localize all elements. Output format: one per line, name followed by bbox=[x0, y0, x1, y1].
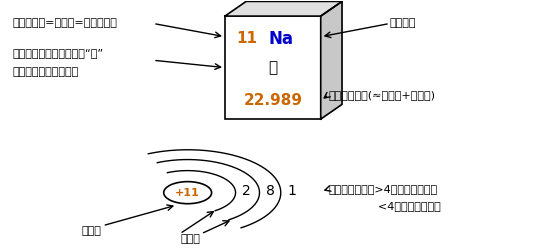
Text: <4，容易使电子）: <4，容易使电子） bbox=[328, 201, 440, 211]
Text: 相对原子质量(≈质子数+中子数): 相对原子质量(≈质子数+中子数) bbox=[328, 90, 435, 100]
Text: 8: 8 bbox=[266, 185, 275, 198]
Polygon shape bbox=[320, 1, 342, 119]
Text: 质子数: 质子数 bbox=[82, 226, 102, 236]
Text: 元素符号: 元素符号 bbox=[390, 18, 416, 29]
Text: 22.989: 22.989 bbox=[243, 93, 302, 108]
Circle shape bbox=[164, 182, 212, 204]
Text: 1: 1 bbox=[287, 185, 296, 198]
Text: +11: +11 bbox=[175, 188, 200, 198]
Text: 元素名称（根据偏旁部首“鉤”: 元素名称（根据偏旁部首“鉤” bbox=[12, 48, 103, 58]
Polygon shape bbox=[225, 1, 342, 16]
FancyBboxPatch shape bbox=[225, 16, 320, 119]
Text: 11: 11 bbox=[236, 31, 258, 46]
Text: 2: 2 bbox=[242, 185, 251, 198]
Text: 可判断其为金属元素）: 可判断其为金属元素） bbox=[12, 67, 78, 78]
Text: Na: Na bbox=[269, 30, 294, 48]
Text: 核电荷数（=质子数=核电荷数）: 核电荷数（=质子数=核电荷数） bbox=[12, 18, 117, 29]
Text: 电子层: 电子层 bbox=[180, 234, 200, 244]
Text: 邒: 邒 bbox=[268, 60, 277, 75]
Text: 最外层电子数（>4，容易的电子；: 最外层电子数（>4，容易的电子； bbox=[328, 184, 438, 194]
